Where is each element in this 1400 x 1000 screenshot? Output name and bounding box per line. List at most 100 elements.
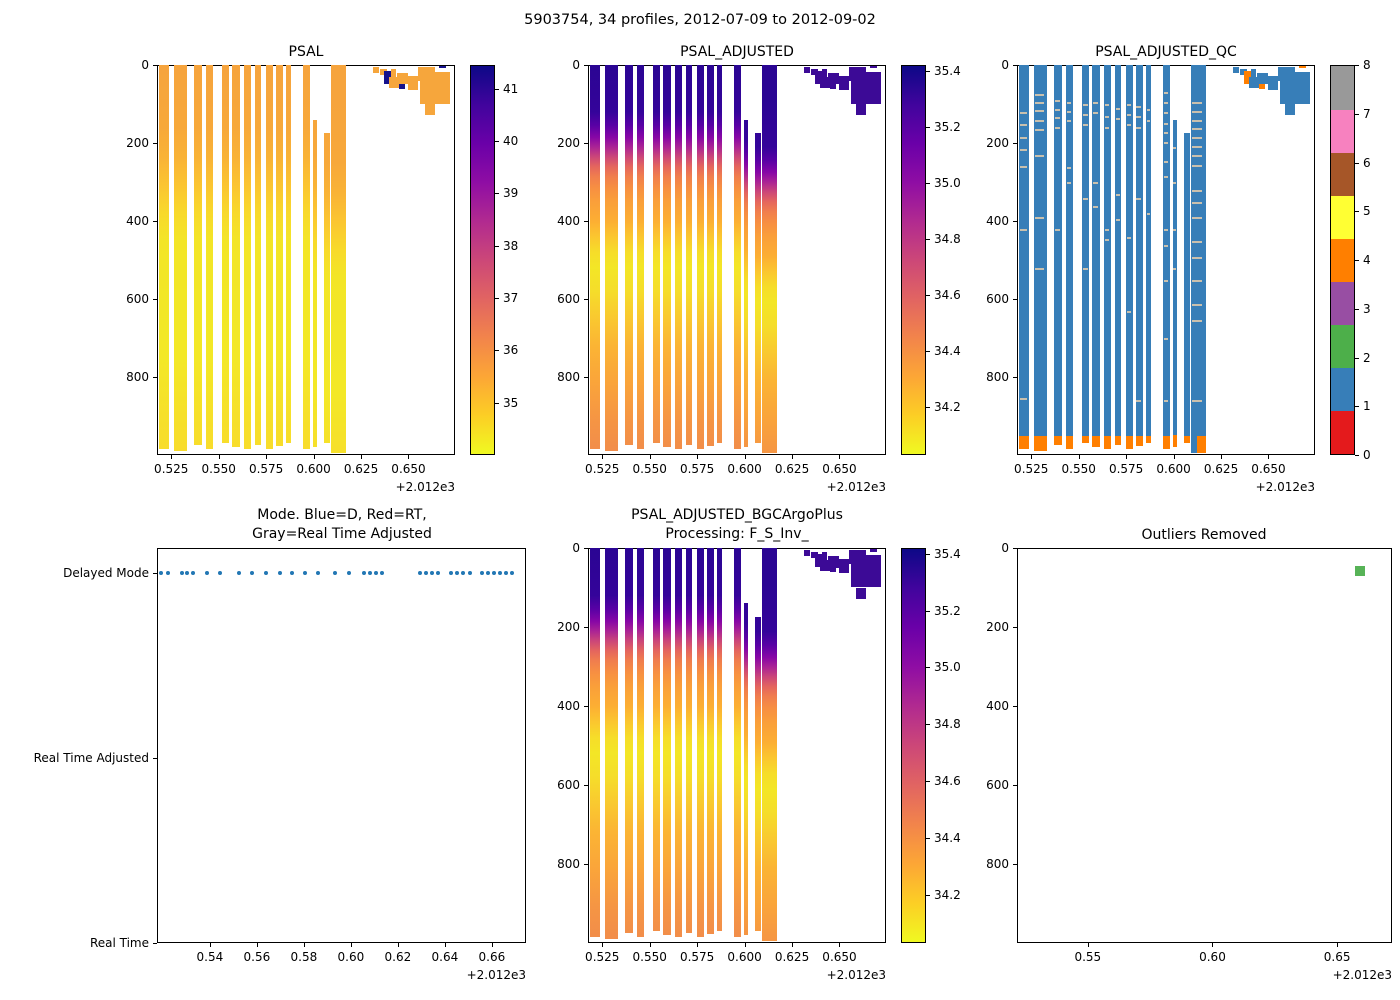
x-tick: [744, 943, 746, 947]
qc-gap-dash: [1192, 102, 1203, 105]
qc-gap-dash: [1136, 400, 1142, 403]
qc-stripe: [1082, 65, 1090, 444]
qc-gap-dash: [1115, 193, 1120, 196]
colorbar-tick: [495, 88, 499, 90]
qc-gap-dash: [1192, 280, 1203, 283]
y-tick-label: 600: [986, 778, 1009, 792]
heat-stripe-gradient: [717, 548, 722, 932]
y-tick: [153, 758, 157, 760]
qc-orange-bottom: [1033, 435, 1047, 452]
colorbar-tick: [1355, 455, 1359, 456]
heat-stripe: [330, 65, 346, 454]
y-tick: [584, 706, 588, 707]
corner-patch: [830, 82, 837, 90]
corner-patch: [1248, 76, 1259, 88]
colorbar-tick-label: 4: [1363, 253, 1371, 267]
mode-dot: [480, 570, 485, 575]
colorbar-tick: [926, 238, 930, 240]
heat-stripe: [706, 548, 714, 935]
x-tick: [1173, 455, 1175, 459]
qc-gap-dash: [1054, 116, 1060, 119]
qc-stripe: [1172, 119, 1178, 448]
corner-patch: [1257, 72, 1269, 85]
x-tick: [313, 455, 315, 459]
qc-gap-dash: [1083, 104, 1088, 106]
corner-patch: [408, 75, 419, 90]
qc-gap-dash: [1035, 267, 1044, 270]
qc-gap-dash: [1104, 126, 1110, 129]
heat-stripe-gradient: [243, 65, 251, 450]
colorbar-psal_adjusted_qc: [1330, 65, 1355, 455]
x-tick-label: 0.625: [774, 950, 810, 964]
qc-stripe: [1033, 65, 1047, 452]
qc-gap-dash: [1164, 111, 1169, 114]
corner-patch: [1233, 66, 1240, 73]
mode-dot: [218, 570, 223, 575]
colorbar-tick: [926, 553, 930, 555]
heat-stripe: [265, 65, 273, 450]
heat-stripe: [734, 65, 741, 450]
mode-dot: [277, 570, 282, 575]
colorbar-tick-label: 2: [1363, 350, 1371, 365]
heat-stripe: [206, 65, 213, 450]
x-tick: [649, 455, 651, 459]
colorbar-tick: [1355, 308, 1359, 310]
qc-gap-dash: [1192, 137, 1203, 140]
qc-orange-bottom: [1114, 435, 1122, 446]
colorbar-tick: [495, 245, 499, 247]
corner-patch: [804, 549, 811, 556]
colorbar-tick: [926, 610, 930, 612]
x-tick: [350, 943, 352, 947]
heat-stripe: [158, 65, 170, 450]
mode-category-label: Real Time Adjusted: [33, 751, 149, 766]
heat-stripe-gradient: [696, 548, 704, 938]
heat-stripe: [674, 548, 682, 938]
colorbar-tick-label: 34.8: [934, 231, 961, 246]
qc-stripe: [1103, 65, 1111, 450]
qc-gap-dash: [1126, 124, 1132, 127]
heat-stripe-gradient: [734, 65, 741, 450]
qc-gap-dash: [1067, 102, 1072, 105]
y-tick: [584, 377, 588, 378]
mode-dot: [486, 570, 491, 575]
heat-stripe: [637, 548, 644, 938]
x-tick-label: 0.550: [201, 462, 236, 476]
heat-stripe-gradient: [604, 65, 618, 452]
heat-stripe: [761, 548, 777, 942]
y-tick-label: 600: [986, 292, 1009, 306]
y-tick: [153, 143, 157, 144]
heat-stripe-gradient: [604, 548, 618, 940]
qc-orange-bottom: [1082, 435, 1090, 444]
corner-patch: [1285, 104, 1296, 115]
y-tick: [1013, 377, 1017, 378]
qc-gap-dash: [1035, 102, 1044, 105]
title-line: PSAL_ADJUSTED_BGCArgoPlus: [631, 507, 843, 523]
heat-stripe-gradient: [734, 548, 741, 938]
mode-dot: [302, 570, 307, 575]
heat-stripe: [243, 65, 251, 450]
panel-title-psal-adjusted: PSAL_ADJUSTED: [680, 43, 794, 62]
x-tick: [1212, 943, 1214, 947]
y-tick-label: 600: [557, 778, 580, 792]
mode-dot: [429, 570, 434, 575]
y-tick-label: 0: [572, 58, 580, 72]
corner-patch: [874, 75, 882, 93]
heat-stripe-gradient: [755, 617, 761, 932]
corner-patch: [397, 72, 409, 85]
qc-gap-dash: [1136, 105, 1142, 108]
colorbar-tick-label: 34.2: [934, 887, 961, 902]
x-tick-label: 0.54: [196, 950, 224, 964]
colorbar-tick-label: 7: [1363, 106, 1371, 121]
y-tick: [584, 627, 588, 628]
qc-gap-dash: [1164, 245, 1169, 248]
colorbar-tick-label: 8: [1363, 58, 1371, 72]
corner-patch: [399, 82, 406, 90]
qc-gap-dash: [1035, 154, 1044, 157]
heat-stripe-gradient: [312, 119, 318, 448]
colorbar-tick-label: 36: [503, 343, 519, 358]
heat-stripe: [275, 65, 283, 447]
mode-dot: [166, 570, 171, 575]
colorbar-tick: [926, 70, 930, 72]
y-tick: [153, 572, 157, 574]
